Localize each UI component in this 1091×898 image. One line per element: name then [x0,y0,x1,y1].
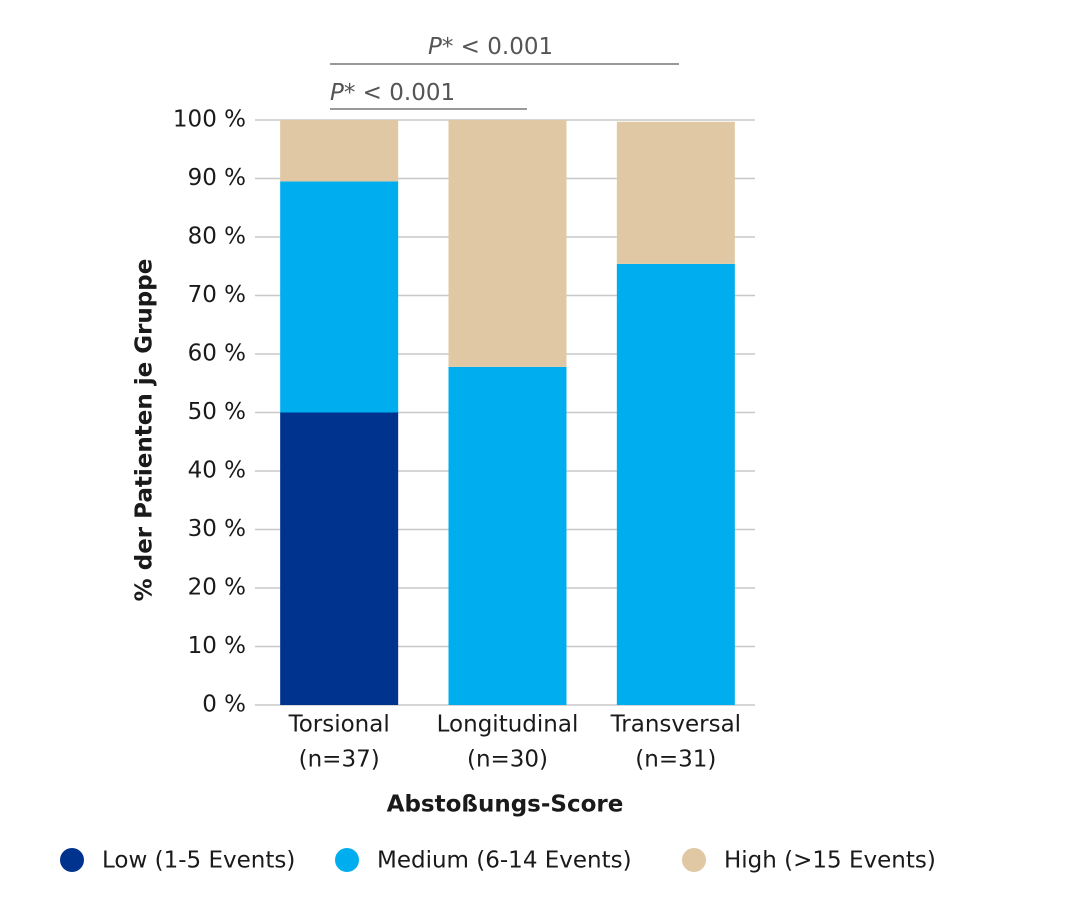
x-tick-sublabel: (n=30) [467,747,548,773]
legend-label: Low (1-5 Events) [102,848,295,874]
y-tick-label: 70 % [188,282,246,308]
annotation-italic: P* [428,34,453,60]
y-tick-label: 50 % [188,399,246,425]
bar-segment [448,120,567,367]
y-tick-label: 0 % [202,692,246,718]
x-tick-label: Longitudinal [437,712,579,738]
bar-segment [616,263,735,705]
bar-segment [448,366,567,705]
y-tick-label: 10 % [188,633,246,659]
y-tick-label: 40 % [188,458,246,484]
y-tick-label: 100 % [173,107,246,133]
annotation-text: < 0.001 [355,80,455,106]
x-axis-title: Abstoßungs-Score [387,792,624,818]
legend-marker [682,848,706,872]
y-tick-label: 60 % [188,341,246,367]
y-tick-label: 30 % [188,516,246,542]
y-tick-label: 90 % [188,165,246,191]
annotation-italic: P* [330,80,355,106]
x-tick-label: Torsional [288,712,390,738]
x-tick-label: Transversal [610,712,741,738]
y-tick-label: 20 % [188,575,246,601]
annotation: P* < 0.001 [428,34,553,60]
y-tick-label: 80 % [188,224,246,250]
legend-label: High (>15 Events) [724,848,936,874]
x-tick-sublabel: (n=37) [299,747,380,773]
x-tick-sublabel: (n=31) [635,747,716,773]
legend-marker [60,848,84,872]
legend-marker [335,848,359,872]
bar-segment [280,412,399,705]
y-axis-title: % der Patienten je Gruppe [132,259,158,602]
annotation: P* < 0.001 [330,80,455,106]
legend-label: Medium (6-14 Events) [377,848,632,874]
bar-segment [280,181,399,413]
bar-segment [280,120,399,182]
bar-segment [616,121,735,264]
annotation-text: < 0.001 [453,34,553,60]
